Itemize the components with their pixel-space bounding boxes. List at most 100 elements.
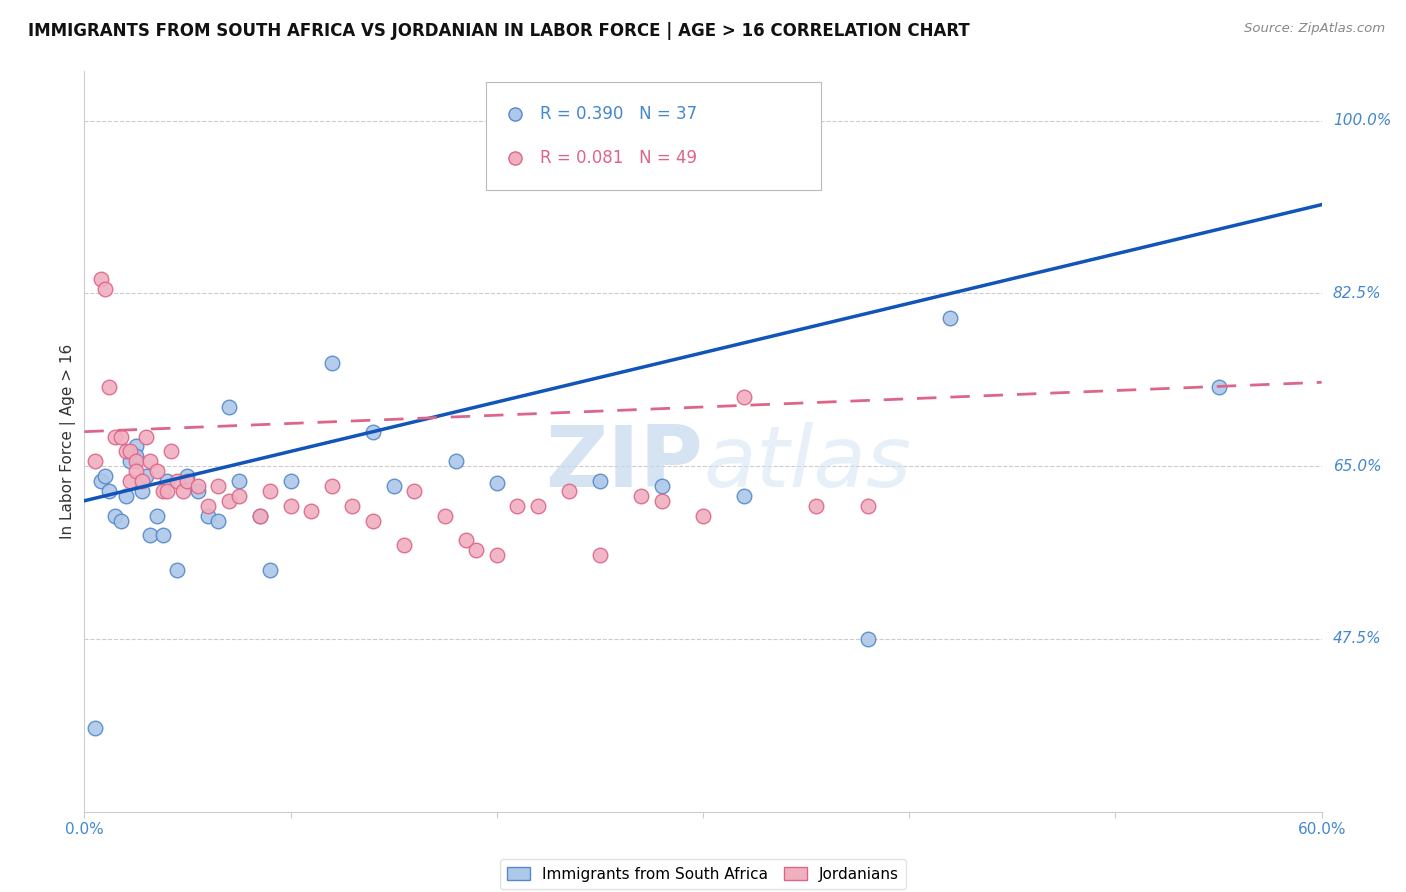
Point: [249, 508, 271, 523]
Text: IMMIGRANTS FROM SOUTH AFRICA VS JORDANIAN IN LABOR FORCE | AGE > 16 CORRELATION : IMMIGRANTS FROM SOUTH AFRICA VS JORDANIA…: [28, 22, 970, 40]
Point: [114, 489, 136, 503]
Point: [131, 483, 153, 498]
Point: [114, 444, 136, 458]
Point: [733, 390, 755, 404]
Point: [733, 489, 755, 503]
Point: [207, 514, 229, 528]
Point: [259, 483, 281, 498]
Point: [485, 548, 508, 562]
Point: [392, 538, 415, 552]
Point: [83, 721, 105, 735]
Y-axis label: In Labor Force | Age > 16: In Labor Force | Age > 16: [60, 344, 76, 539]
Point: [187, 483, 209, 498]
Point: [259, 563, 281, 577]
Point: [187, 479, 209, 493]
Point: [207, 479, 229, 493]
Point: [104, 429, 127, 443]
Point: [218, 493, 240, 508]
Point: [98, 380, 121, 394]
Point: [651, 479, 673, 493]
Point: [125, 450, 148, 464]
Point: [118, 444, 141, 458]
Point: [589, 548, 612, 562]
Point: [94, 281, 117, 295]
Point: [342, 499, 364, 513]
Point: [139, 528, 162, 542]
Point: [118, 474, 141, 488]
Point: [589, 474, 612, 488]
Point: [321, 355, 343, 369]
Point: [145, 508, 167, 523]
Point: [280, 499, 302, 513]
Point: [197, 499, 219, 513]
Point: [218, 400, 240, 414]
Point: [104, 508, 127, 523]
Point: [651, 493, 673, 508]
Text: 47.5%: 47.5%: [1333, 632, 1381, 647]
Point: [856, 632, 879, 646]
Point: [135, 469, 157, 483]
Point: [465, 543, 488, 558]
Text: 65.0%: 65.0%: [1333, 458, 1381, 474]
Point: [485, 475, 508, 490]
Text: ZIP: ZIP: [546, 422, 703, 505]
Point: [90, 474, 112, 488]
Point: [125, 440, 148, 454]
Point: [166, 563, 188, 577]
Point: [166, 474, 188, 488]
Point: [939, 311, 962, 326]
Point: [404, 483, 426, 498]
Point: [361, 425, 384, 439]
Point: [321, 479, 343, 493]
Point: [152, 528, 174, 542]
Point: [90, 271, 112, 285]
FancyBboxPatch shape: [486, 82, 821, 190]
Legend: Immigrants from South Africa, Jordanians: Immigrants from South Africa, Jordanians: [499, 859, 907, 889]
Point: [176, 474, 198, 488]
Point: [280, 474, 302, 488]
Point: [299, 503, 322, 517]
Point: [527, 499, 550, 513]
Text: 100.0%: 100.0%: [1333, 113, 1391, 128]
Point: [110, 514, 132, 528]
Point: [197, 508, 219, 523]
Point: [125, 454, 148, 468]
Text: R = 0.081   N = 49: R = 0.081 N = 49: [540, 149, 697, 167]
Point: [1208, 380, 1230, 394]
Point: [692, 508, 714, 523]
Text: atlas: atlas: [703, 422, 911, 505]
Point: [94, 469, 117, 483]
Point: [249, 508, 271, 523]
Point: [790, 229, 813, 244]
Point: [152, 483, 174, 498]
Point: [98, 483, 121, 498]
Point: [790, 170, 813, 185]
Point: [434, 508, 457, 523]
Point: [558, 483, 581, 498]
Point: [156, 483, 179, 498]
Point: [125, 464, 148, 478]
Point: [172, 483, 194, 498]
Point: [83, 454, 105, 468]
Point: [444, 454, 467, 468]
Point: [630, 489, 652, 503]
Point: [228, 474, 250, 488]
Text: R = 0.390   N = 37: R = 0.390 N = 37: [540, 105, 697, 123]
Point: [228, 489, 250, 503]
Point: [454, 533, 477, 548]
Point: [135, 429, 157, 443]
Point: [160, 444, 183, 458]
Text: 82.5%: 82.5%: [1333, 286, 1381, 301]
Point: [145, 464, 167, 478]
Point: [856, 499, 879, 513]
Point: [110, 429, 132, 443]
Text: Source: ZipAtlas.com: Source: ZipAtlas.com: [1244, 22, 1385, 36]
Point: [118, 454, 141, 468]
Point: [506, 499, 529, 513]
Point: [382, 479, 405, 493]
Point: [156, 474, 179, 488]
Point: [361, 514, 384, 528]
Point: [131, 474, 153, 488]
Point: [806, 499, 828, 513]
Point: [176, 469, 198, 483]
